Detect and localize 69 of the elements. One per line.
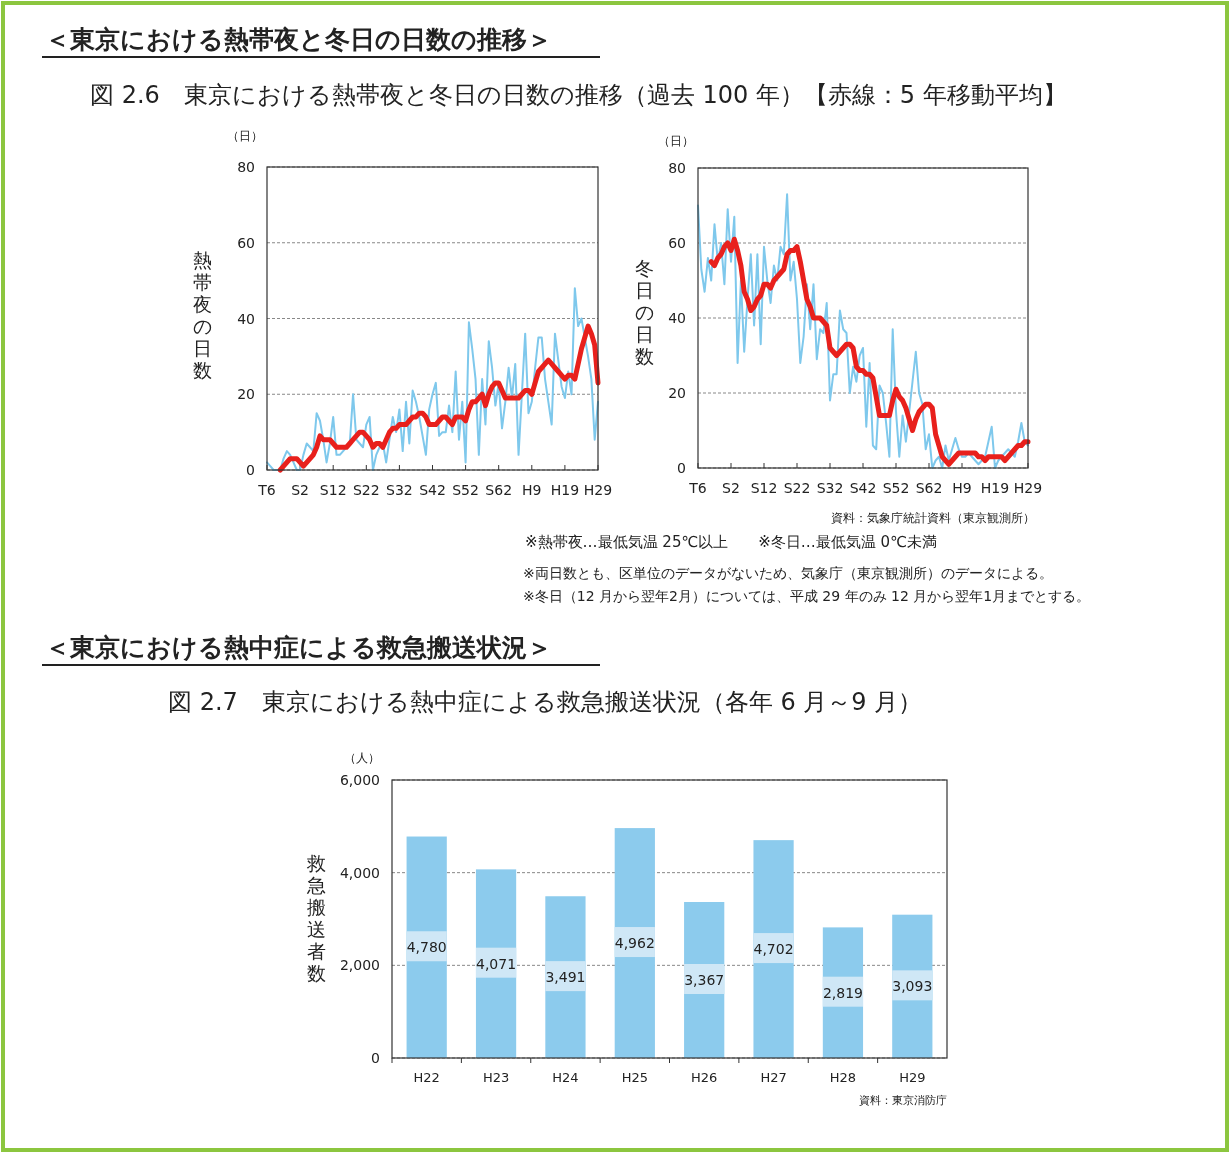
data-label: 2,819 bbox=[822, 984, 863, 1001]
x-tick-label: H22 bbox=[413, 1070, 440, 1085]
text: （人） bbox=[344, 751, 380, 765]
line-series bbox=[697, 193, 1029, 469]
y-tick-label: 0 bbox=[677, 460, 686, 476]
x-tick-label: T6 bbox=[257, 482, 276, 498]
x-tick-label: H19 bbox=[980, 480, 1010, 496]
data-label: 3,367 bbox=[684, 972, 725, 988]
line-series bbox=[266, 287, 599, 471]
text: ※熱帯夜…最低気温 25℃以上 ※冬日…最低気温 0℃未満 bbox=[525, 533, 937, 551]
data-label: 4,702 bbox=[753, 941, 794, 958]
x-tick-label: S42 bbox=[849, 480, 877, 496]
y-axis-title: 救急搬送者数 bbox=[305, 852, 326, 984]
x-tick-label: H25 bbox=[621, 1070, 648, 1085]
x-tick-label: H9 bbox=[952, 480, 972, 496]
x-tick-label: H24 bbox=[552, 1070, 579, 1085]
x-tick-label: S2 bbox=[722, 480, 740, 496]
y-axis-title: 熱帯夜の日数 bbox=[192, 249, 212, 381]
y-tick-label: 20 bbox=[668, 385, 686, 401]
x-tick-label: S52 bbox=[452, 482, 479, 498]
data-label: 4,071 bbox=[476, 955, 517, 972]
text: （日） bbox=[227, 129, 263, 143]
x-tick-label: S22 bbox=[783, 480, 811, 496]
text: 資料：気象庁統計資料（東京観測所） bbox=[831, 511, 1035, 525]
chart-title: ＜東京における熱帯夜と冬日の日数の推移＞ bbox=[45, 25, 552, 54]
x-tick-label: S52 bbox=[882, 480, 910, 496]
x-tick-label: H19 bbox=[550, 482, 580, 498]
x-tick-label: H26 bbox=[691, 1070, 718, 1085]
x-tick-label: S62 bbox=[485, 482, 513, 498]
x-tick-label: S32 bbox=[816, 480, 844, 496]
y-tick-label: 80 bbox=[668, 160, 686, 176]
text: （日） bbox=[658, 134, 694, 148]
x-tick-label: S32 bbox=[386, 482, 413, 498]
chart-subtitle: 図 2.7 東京における熱中症による救急搬送状況（各年 6 月～9 月） bbox=[168, 688, 923, 716]
data-label: 4,780 bbox=[406, 939, 447, 956]
y-tick-label: 0 bbox=[246, 462, 255, 478]
text: ※冬日（12 月から翌年2月）については、平成 29 年のみ 12 月から翌年1月までとする。 bbox=[523, 588, 1091, 604]
x-tick-label: H29 bbox=[1013, 480, 1043, 496]
text: ※両日数とも、区単位のデータがないため、気象庁（東京観測所）のデータによる。 bbox=[523, 565, 1053, 581]
x-tick-label: H29 bbox=[583, 482, 613, 498]
x-tick-label: H28 bbox=[829, 1070, 857, 1085]
text: 資料：東京消防庁 bbox=[859, 1094, 947, 1107]
data-label: 3,491 bbox=[545, 969, 586, 986]
y-tick-label: 20 bbox=[237, 386, 255, 403]
data-label: 3,093 bbox=[892, 978, 933, 995]
y-tick-label: 40 bbox=[668, 310, 686, 326]
x-tick-label: H29 bbox=[899, 1070, 926, 1085]
y-tick-label: 80 bbox=[237, 159, 255, 175]
x-tick-label: S12 bbox=[750, 480, 778, 496]
x-tick-label: S12 bbox=[319, 482, 347, 498]
chart-subtitle: 図 2.6 東京における熱帯夜と冬日の日数の推移（過去 100 年）【赤線：5 年移動平均】 bbox=[90, 81, 1067, 109]
x-tick-label: S42 bbox=[419, 482, 446, 498]
x-tick-label: H23 bbox=[482, 1070, 510, 1085]
y-tick-label: 0 bbox=[371, 1050, 380, 1066]
y-tick-label: 4,000 bbox=[339, 864, 380, 881]
data-label: 4,962 bbox=[614, 935, 655, 952]
x-tick-label: S22 bbox=[352, 482, 380, 498]
x-tick-label: H9 bbox=[522, 482, 542, 498]
y-tick-label: 2,000 bbox=[339, 957, 380, 974]
x-tick-label: H27 bbox=[760, 1070, 787, 1085]
y-axis-title: 冬日の日数 bbox=[634, 257, 654, 367]
y-tick-label: 60 bbox=[668, 235, 686, 251]
x-tick-label: S2 bbox=[291, 482, 309, 498]
x-tick-label: S62 bbox=[915, 480, 943, 496]
x-tick-label: T6 bbox=[688, 480, 707, 496]
y-tick-label: 6,000 bbox=[339, 772, 380, 788]
chart-title: ＜東京における熱中症による救急搬送状況＞ bbox=[45, 633, 552, 662]
y-tick-label: 60 bbox=[237, 234, 255, 251]
y-tick-label: 40 bbox=[237, 310, 255, 327]
